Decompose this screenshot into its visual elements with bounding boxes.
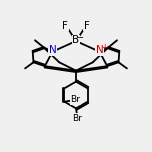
Text: Br: Br — [73, 114, 82, 123]
Text: +: + — [101, 43, 108, 52]
Text: B: B — [73, 35, 79, 45]
Text: N: N — [49, 45, 56, 55]
Text: N: N — [96, 45, 103, 55]
Text: F: F — [62, 21, 68, 31]
Text: Br: Br — [70, 95, 80, 104]
Text: F: F — [84, 21, 90, 31]
Text: −: − — [76, 33, 83, 42]
